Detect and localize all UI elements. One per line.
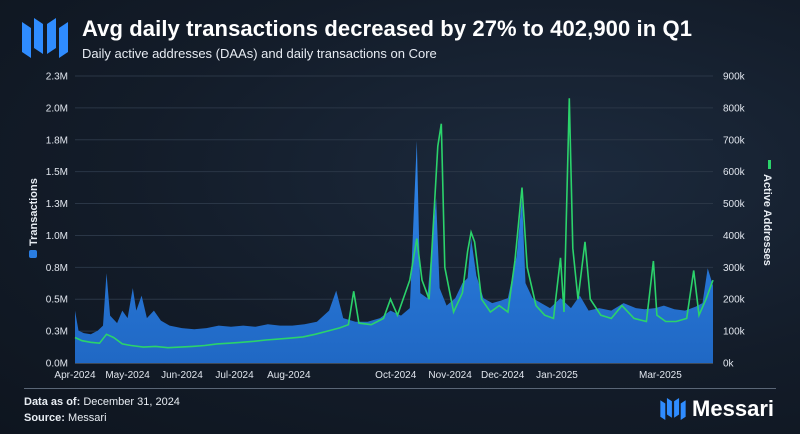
data-as-of-value: December 31, 2024 (83, 396, 180, 408)
right-tick-label: 600k (723, 167, 746, 178)
right-axis-label: Active Addresses (761, 174, 773, 266)
source-value: Messari (68, 412, 107, 424)
left-tick-label: 2.0M (46, 103, 68, 114)
x-tick-label: Jan-2025 (536, 370, 578, 381)
data-as-of: Data as of: December 31, 2024 (24, 396, 180, 408)
left-tick-label: 0.3M (46, 327, 68, 338)
data-as-of-label: Data as of: (24, 396, 81, 408)
left-tick-label: 1.8M (46, 135, 68, 146)
right-tick-label: 0k (723, 359, 735, 370)
active-addresses-line (74, 98, 714, 349)
messari-brand-icon (660, 398, 686, 420)
left-tick-label: 1.0M (46, 231, 68, 242)
x-tick-label: Jul-2024 (215, 370, 254, 381)
right-tick-label: 800k (723, 103, 746, 114)
transactions-area (75, 140, 713, 363)
left-tick-label: 0.0M (46, 359, 68, 370)
transactions-legend-swatch (29, 250, 37, 258)
x-tick-label: Apr-2024 (54, 370, 96, 381)
active-addresses-legend-swatch (768, 160, 771, 169)
left-tick-label: 2.3M (46, 72, 68, 83)
x-tick-label: May-2024 (105, 370, 150, 381)
left-axis-ticks: 0.0M 0.3M 0.5M 0.8M 1.0M 1.3M 1.5M 1.8M 2.0M 2.3M (46, 72, 68, 370)
x-axis-ticks: Apr-2024 May-2024 Jun-2024 Jul-2024 Aug-2024… (54, 370, 682, 381)
brand-name: Messari (692, 396, 774, 421)
source-label: Source: (24, 412, 65, 424)
x-tick-label: Mar-2025 (639, 370, 682, 381)
right-tick-label: 700k (723, 135, 746, 146)
left-axis-title: Transactions (28, 178, 40, 258)
x-tick-label: Dec-2024 (481, 370, 525, 381)
brand: Messari (660, 396, 774, 422)
chart-title: Avg daily transactions decreased by 27% … (82, 16, 693, 41)
right-axis-ticks: 0k 100k 200k 300k 400k 500k 600k 700k 800k 900k (723, 72, 746, 370)
right-tick-label: 300k (723, 263, 746, 274)
chart-subtitle: Daily active addresses (DAAs) and daily … (82, 46, 437, 61)
source: Source: Messari (24, 412, 107, 424)
left-tick-label: 0.5M (46, 295, 68, 306)
left-axis-label: Transactions (28, 178, 40, 246)
right-tick-label: 200k (723, 295, 746, 306)
x-tick-label: Aug-2024 (267, 370, 311, 381)
right-tick-label: 500k (723, 199, 746, 210)
x-tick-label: Oct-2024 (375, 370, 417, 381)
messari-logo-icon (22, 18, 68, 58)
right-tick-label: 900k (723, 72, 746, 83)
x-tick-label: Jun-2024 (161, 370, 203, 381)
footer-divider (24, 388, 776, 389)
left-tick-label: 1.3M (46, 199, 68, 210)
x-tick-label: Nov-2024 (428, 370, 472, 381)
left-tick-label: 0.8M (46, 263, 68, 274)
right-axis-title: Active Addresses (761, 160, 773, 266)
right-tick-label: 400k (723, 231, 746, 242)
right-tick-label: 100k (723, 327, 746, 338)
left-tick-label: 1.5M (46, 167, 68, 178)
